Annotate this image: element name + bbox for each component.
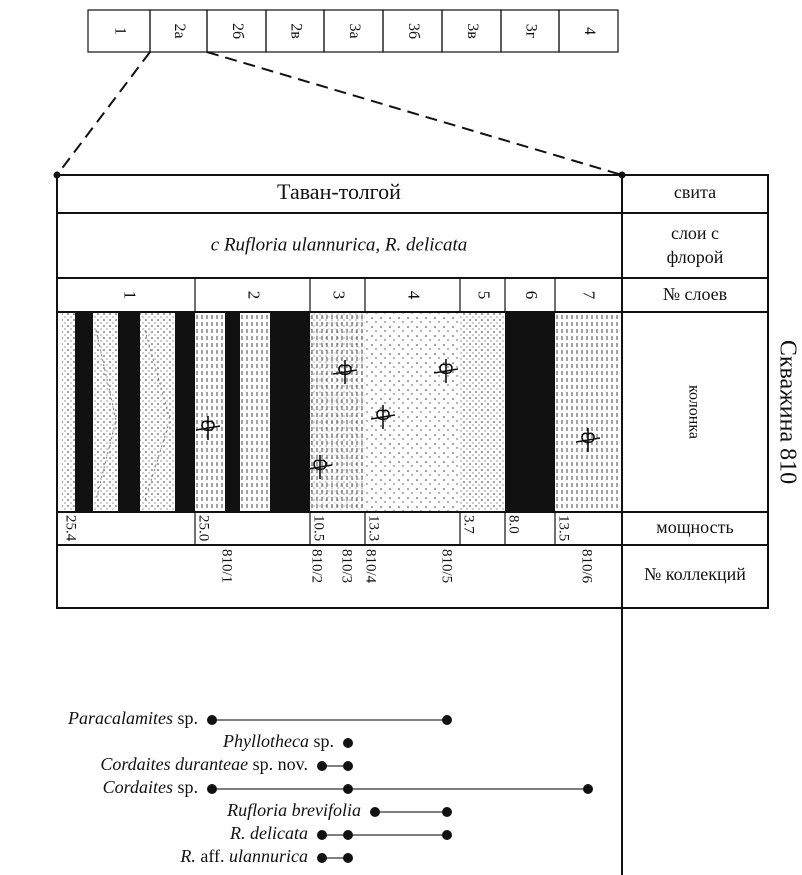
taxon-range: R. delicata [229,823,452,843]
range-dot [317,761,327,771]
taxon-part: sp. [177,777,198,797]
range-dot [370,807,380,817]
layer-number: 2 [245,291,264,300]
strip-label: 4 [581,27,598,35]
row-label: мощность [656,517,733,537]
row-label: флорой [667,247,724,267]
taxon-part: Paracalamites [67,708,173,728]
strip-label: 3г [522,24,539,39]
flora-layers: с Rufloria ulannurica, R. delicata [211,234,467,255]
row-label: колонка [685,385,702,439]
collection-number: 810/4 [363,549,379,584]
taxon-name: Paracalamites sp. [67,708,198,728]
taxon-range: Phyllotheca sp. [222,731,353,751]
taxon-part: R. [179,846,196,866]
taxon-name: R. aff. ulannurica [179,846,308,866]
range-dot [343,853,353,863]
taxon-part: aff. [200,846,224,866]
taxon-part: sp. [313,731,334,751]
collection-number: 810/6 [579,549,595,584]
taxon-name: Cordaites duranteae sp. nov. [100,754,308,774]
taxon-range: Rufloria brevifolia [226,800,452,820]
collection-number: 810/3 [339,549,355,583]
strip-label: 1 [111,27,128,35]
taxon-part: sp. nov. [253,754,308,774]
range-dot [343,784,353,794]
well-name: Скважина 810 [774,340,800,484]
row-label: № коллекций [644,564,746,584]
range-dot [583,784,593,794]
taxon-part: Cordaites duranteae [100,754,248,774]
taxon-name: R. delicata [229,823,308,843]
strip-label: 3а [346,23,363,38]
range-dot [207,784,217,794]
taxon-name: Rufloria brevifolia [226,800,361,820]
layer-number: 5 [475,291,494,300]
taxon-range: R. aff. ulannurica [179,846,353,866]
range-dot [442,807,452,817]
layer-number: 6 [522,291,541,300]
range-dot [343,738,353,748]
collection-number: 810/2 [309,549,325,583]
thickness: 3.7 [461,515,477,534]
suite-name: Таван-толгой [277,179,401,204]
strip-label: 2а [171,23,188,38]
taxon-range: Paracalamites sp. [67,708,452,728]
range-dot [317,853,327,863]
stratigraphic-diagram: Таван-толгой с Rufloria ulannurica, R. d… [0,0,802,875]
taxon-part: Rufloria brevifolia [226,800,361,820]
thickness: 10.5 [311,515,327,541]
taxon-range: Cordaites duranteae sp. nov. [100,754,353,774]
range-dot [343,830,353,840]
layer-number: 4 [405,291,424,300]
taxon-name: Phyllotheca sp. [222,731,334,751]
thickness: 13.5 [556,515,572,541]
row-label: слои с [671,223,719,243]
lithology-column [62,312,620,512]
thickness: 25.0 [196,515,212,541]
thickness: 13.3 [366,515,382,541]
layer-number: 1 [121,291,140,300]
strip-label: 2б [229,23,246,39]
range-dot [317,830,327,840]
layer-number: 7 [580,291,599,300]
range-dot [343,761,353,771]
range-dot [442,715,452,725]
expansion-lines [54,52,626,179]
taxon-name: Cordaites sp. [103,777,198,797]
collection-number: 810/1 [219,549,235,583]
collection-number: 810/5 [439,549,455,583]
taxon-part: R. delicata [229,823,308,843]
thickness: 25.4 [63,515,79,542]
thickness: 8.0 [506,515,522,534]
taxon-part: sp. [177,708,198,728]
range-dot [442,830,452,840]
taxon-part: Phyllotheca [222,731,309,751]
range-dot [207,715,217,725]
taxon-part: Cordaites [103,777,173,797]
row-label: № слоев [663,284,727,304]
strip-label: 2в [287,23,304,39]
taxon-range: Cordaites sp. [103,777,593,797]
layer-number: 3 [330,291,349,300]
strip-label: 3б [405,23,422,39]
strip-label: 3в [464,23,481,39]
row-label: свита [674,182,716,202]
taxon-part: ulannurica [229,846,308,866]
